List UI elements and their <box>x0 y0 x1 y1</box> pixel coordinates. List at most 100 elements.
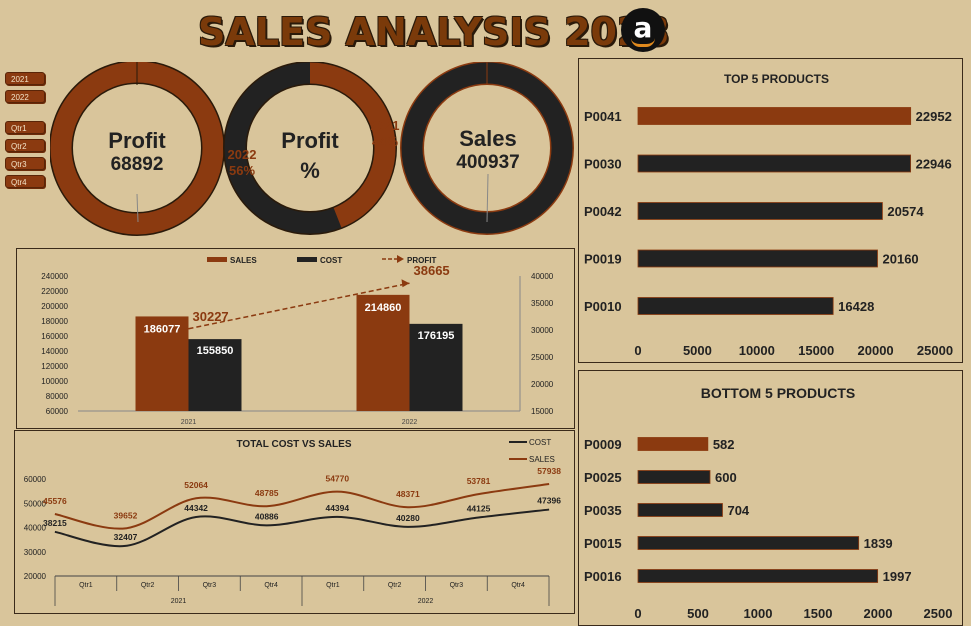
x-group-label: 2022 <box>418 598 434 605</box>
slicer-qtr3[interactable]: Qtr3 <box>5 157 45 170</box>
product-bar <box>637 249 878 268</box>
x-tick-label: 5000 <box>683 343 712 358</box>
page-title: SALES ANALYSIS 2023 <box>198 10 670 54</box>
cost-bar <box>188 339 242 411</box>
y-tick-label: 40000 <box>24 524 47 533</box>
slicer-qtr1[interactable]: Qtr1 <box>5 121 45 134</box>
product-value-label: 22952 <box>916 109 952 124</box>
profit-data-label: 38665 <box>414 263 450 278</box>
x-tick-label: 2022 <box>402 419 418 426</box>
sales-data-label: 45576 <box>43 496 67 506</box>
cost-data-label: 44342 <box>184 503 208 513</box>
y-tick-label: 60000 <box>24 475 47 484</box>
product-bar <box>637 569 879 583</box>
product-value-label: 600 <box>715 470 737 485</box>
product-value-label: 582 <box>713 437 735 452</box>
x-tick-label: 10000 <box>739 343 775 358</box>
product-value-label: 1839 <box>864 536 893 551</box>
sales-data-label: 52064 <box>184 480 208 490</box>
sales-cost-profit-panel <box>16 248 575 429</box>
sales-data-label: 48785 <box>255 488 279 498</box>
product-bar <box>637 437 709 451</box>
profit-donut-tick <box>136 193 139 223</box>
x-tick-label: Qtr1 <box>79 582 93 589</box>
x-tick-label: 0 <box>634 606 641 621</box>
sales-line <box>54 483 550 530</box>
sales-label: Sales <box>459 126 517 151</box>
product-value-label: 20160 <box>883 252 919 267</box>
profit-pct-label: Profit <box>281 128 339 153</box>
product-label: P0019 <box>584 252 622 267</box>
product-bar <box>637 297 834 315</box>
product-label: P0015 <box>584 536 622 551</box>
pct-2022-year: 2022 <box>227 147 257 162</box>
cost-vs-sales-panel <box>14 430 575 614</box>
legend-swatch-sales <box>207 257 227 262</box>
sales-donut <box>400 62 574 235</box>
profit-data-label: 30227 <box>193 309 229 324</box>
product-value-label: 16428 <box>838 299 874 314</box>
slicer-year-2021[interactable]: 2021 <box>5 72 45 85</box>
y-tick-label: 30000 <box>24 548 47 557</box>
x-tick-label: Qtr4 <box>264 582 278 589</box>
y-tick-label: 240000 <box>41 272 68 281</box>
y2-tick-label: 20000 <box>531 380 554 389</box>
cost-data-label: 32407 <box>114 532 138 542</box>
legend-label-cost: COST <box>529 438 551 447</box>
x-group-label: 2021 <box>171 598 187 605</box>
product-label: P0030 <box>584 157 622 172</box>
chart-title: TOTAL COST VS SALES <box>236 439 351 450</box>
x-tick-label: Qtr2 <box>141 582 155 589</box>
y-tick-label: 140000 <box>41 347 68 356</box>
cost-bar <box>409 323 463 411</box>
profit-arrow-head <box>401 279 410 288</box>
sales-data-label: 48371 <box>396 489 420 499</box>
cost-data-label: 44394 <box>325 503 349 513</box>
slicer-qtr4[interactable]: Qtr4 <box>5 175 45 188</box>
y-tick-label: 180000 <box>41 317 68 326</box>
product-label: P0042 <box>584 204 622 219</box>
profit-pct-slice-2021 <box>224 62 396 234</box>
amazon-logo-icon: a <box>621 8 665 52</box>
product-bar <box>637 154 911 173</box>
y-tick-label: 160000 <box>41 332 68 341</box>
legend-swatch-cost <box>297 257 317 262</box>
y-tick-label: 20000 <box>24 572 47 581</box>
product-label: P0016 <box>584 569 622 584</box>
x-tick-label: 500 <box>687 606 709 621</box>
profit-donut <box>50 62 225 236</box>
sales-bar <box>135 316 189 411</box>
sales-value: 400937 <box>456 152 520 173</box>
cost-data-label: 38215 <box>43 518 67 528</box>
y-tick-label: 100000 <box>41 377 68 386</box>
cost-data-label: 40886 <box>255 511 279 521</box>
legend-label-profit: PROFIT <box>407 256 436 265</box>
cost-data-label: 47396 <box>537 496 561 506</box>
slicer-qtr2[interactable]: Qtr2 <box>5 139 45 152</box>
pct-2021-value: 44% <box>371 134 399 149</box>
y-tick-label: 120000 <box>41 362 68 371</box>
sales-data-label: 53781 <box>467 476 491 486</box>
logo-smile <box>631 38 655 47</box>
x-tick-label: 0 <box>634 343 641 358</box>
pct-2021-year: 2021 <box>370 118 400 133</box>
sales-data-label: 214860 <box>365 302 402 314</box>
logo-letter: a <box>633 11 653 44</box>
sales-data-label: 39652 <box>114 510 138 520</box>
x-tick-label: Qtr4 <box>511 582 525 589</box>
y-tick-label: 200000 <box>41 302 68 311</box>
y2-tick-label: 35000 <box>531 299 554 308</box>
y-tick-label: 50000 <box>24 499 47 508</box>
profit-line <box>188 282 410 330</box>
x-tick-label: 25000 <box>917 343 953 358</box>
legend-profit-arrow <box>397 255 404 263</box>
slicer-year-2022[interactable]: 2022 <box>5 90 45 103</box>
x-tick-label: Qtr3 <box>203 582 217 589</box>
sales-data-label: 54770 <box>325 474 349 484</box>
product-value-label: 20574 <box>887 204 924 219</box>
product-label: P0010 <box>584 299 622 314</box>
y2-tick-label: 40000 <box>531 272 554 281</box>
x-tick-label: Qtr2 <box>388 582 402 589</box>
product-label: P0009 <box>584 437 622 452</box>
